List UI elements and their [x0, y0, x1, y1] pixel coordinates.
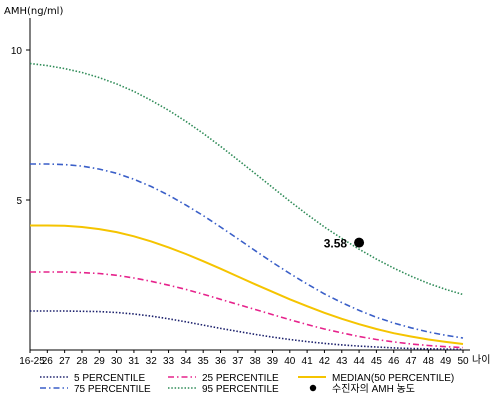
patient-amh-value-label: 3.58 [324, 237, 348, 251]
x-tick-label: 26 [42, 356, 54, 367]
series-line-1 [30, 271, 464, 349]
y-axis-title: AMH(ng/ml) [4, 6, 63, 17]
x-tick-label: 36 [215, 356, 227, 367]
x-tick-label: 41 [302, 356, 314, 367]
legend-label: 95 PERCENTILE [202, 384, 279, 395]
series-line-3 [30, 163, 464, 339]
y-ticks: 10 5 [11, 46, 30, 207]
x-tick-label: 44 [354, 356, 366, 367]
legend-label: 25 PERCENTILE [202, 373, 279, 384]
legend-label: 수진자의 AMH 농도 [332, 383, 415, 395]
x-tick-label: 31 [128, 356, 140, 367]
x-tick-label: 28 [76, 356, 88, 367]
x-tick-label: 27 [59, 356, 71, 367]
x-tick-label: 32 [146, 356, 158, 367]
x-tick-label: 33 [163, 356, 175, 367]
x-tick-label: 34 [180, 356, 192, 367]
legend-point-swatch [309, 384, 317, 392]
x-axis-title: 나이 [472, 354, 490, 366]
x-tick-label: 46 [388, 356, 400, 367]
x-tick-label: 40 [284, 356, 296, 367]
x-tick-label: 49 [440, 356, 452, 367]
series-lines [29, 62, 464, 351]
x-tick-label: 50 [457, 356, 469, 367]
legend-label: 5 PERCENTILE [74, 373, 145, 384]
x-tick-label: 45 [371, 356, 383, 367]
x-tick-label: 30 [111, 356, 123, 367]
x-tick-label: 37 [232, 356, 244, 367]
x-tick-label: 35 [198, 356, 210, 367]
x-tick-label: 47 [405, 356, 417, 367]
series-line-0 [30, 310, 464, 351]
legend-label: MEDIAN(50 PERCENTILE) [332, 373, 454, 384]
x-tick-label: 38 [250, 356, 262, 367]
x-tick-label: 16-25 [19, 356, 45, 367]
series-line-2 [30, 224, 464, 345]
patient-amh-point [354, 237, 365, 248]
x-tick-label: 48 [423, 356, 435, 367]
y-tick-label: 5 [16, 196, 22, 207]
series-line-4 [29, 62, 464, 296]
x-tick-label: 29 [94, 356, 106, 367]
legend-label: 75 PERCENTILE [74, 384, 151, 395]
x-tick-label: 39 [267, 356, 279, 367]
x-tick-label: 42 [319, 356, 331, 367]
x-tick-label: 43 [336, 356, 348, 367]
highlight-layer: 3.58 [324, 237, 365, 251]
y-tick-label: 10 [11, 46, 23, 57]
